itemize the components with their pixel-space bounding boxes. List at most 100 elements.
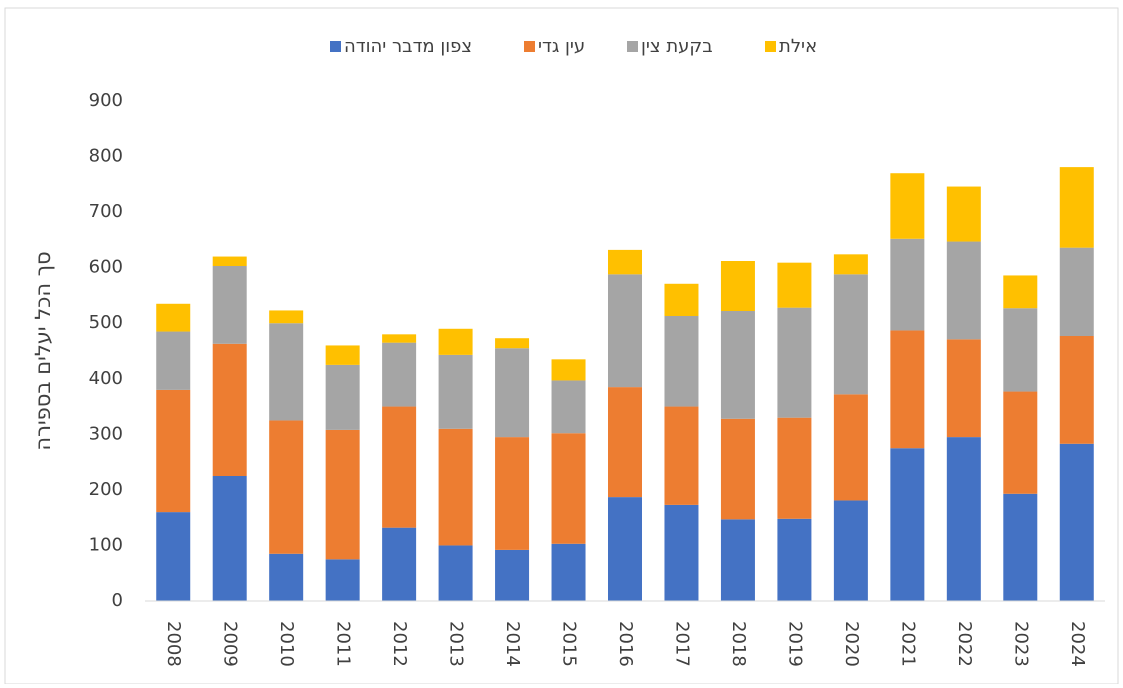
bar-segment [156,389,191,513]
bar-segment [1059,247,1094,336]
bar-segment [551,380,586,434]
bar-segment [382,406,417,528]
x-tick-label: 2011 [333,621,354,667]
bar-segment [664,316,699,407]
bar-segment [438,354,473,429]
bar-segment [551,543,586,601]
legend-label: עין גדי [538,36,585,57]
bar-segment [269,310,304,324]
bar-segment [777,262,812,308]
bar-segment [1003,308,1038,392]
y-tick-label: 300 [89,423,123,444]
x-tick-label: 2010 [276,621,297,667]
bar-segment [720,418,755,520]
bar-segment [608,387,642,498]
legend-label: אילת [779,36,817,57]
bar-segment [664,283,699,316]
bar-segment [325,429,360,560]
bar-segment [156,331,191,390]
bar-segment [269,553,304,601]
y-tick-label: 500 [89,312,123,333]
bar-segment [777,417,812,519]
x-tick-label: 2016 [615,621,636,667]
bar-segment [495,348,530,438]
x-tick-label: 2023 [1010,621,1031,667]
bar-segment [1059,336,1094,444]
bar-segment [212,343,247,476]
y-tick-label: 400 [89,368,123,389]
y-tick-label: 200 [89,479,123,500]
bar-segment [833,274,868,395]
bar-segment [156,512,191,601]
x-tick-label: 2018 [728,621,749,667]
bar-segment [212,256,247,266]
x-tick-label: 2021 [897,621,918,667]
bar-segment [720,261,755,311]
x-tick-label: 2015 [559,621,580,667]
x-tick-label: 2014 [502,621,523,667]
x-tick-label: 2017 [671,621,692,667]
bar-segment [325,364,360,430]
bar-segment [777,307,812,418]
bar-segment [777,518,812,601]
x-tick-label: 2020 [841,621,862,667]
y-tick-label: 700 [89,201,123,222]
bar-segment [833,394,868,501]
bar-segment [382,527,417,601]
bar-segment [608,274,642,388]
bar-segment [833,254,868,275]
bar-segment [438,545,473,601]
y-axis-label: סך הכל יעלים בספירה [31,251,55,450]
y-tick-label: 800 [89,146,123,167]
bar-segment [1059,167,1094,248]
bar-segment [325,559,360,601]
bar-segment [1003,493,1038,601]
bar-segment [833,500,868,601]
bar-segment [325,345,360,365]
bar-segment [608,249,642,275]
bar-segment [890,448,925,601]
bar-segment [269,420,304,554]
bar-segment [212,266,247,344]
bar-segment [551,359,586,381]
bar-segment [946,339,981,438]
bar-segment [1003,391,1038,494]
legend-swatch [765,41,776,52]
bar-segment [438,428,473,546]
bar-segment [720,519,755,601]
y-tick-label: 900 [89,90,123,111]
legend-label: בקעת צין [641,36,713,57]
y-tick-label: 600 [89,257,123,278]
bar-segment [890,238,925,331]
bar-segment [946,186,981,242]
x-tick-label: 2013 [446,621,467,667]
bar-segment [212,476,247,601]
bar-segment [551,433,586,544]
bar-segment [608,497,642,601]
legend-swatch [627,41,638,52]
bar-segment [890,173,925,239]
y-tick-label: 0 [112,590,123,611]
x-tick-label: 2009 [220,621,241,667]
bar-segment [495,549,530,601]
x-tick-label: 2012 [389,621,410,667]
bar-segment [890,330,925,449]
bar-segment [156,303,191,332]
bar-segment [382,334,417,343]
bar-segment [269,323,304,421]
x-tick-label: 2019 [784,621,805,667]
bar-segment [664,406,699,505]
legend-swatch [524,41,535,52]
x-tick-label: 2008 [163,621,184,667]
legend-label: צפון מדבר יהודה [344,36,472,57]
bar-segment [438,328,473,355]
y-tick-label: 100 [89,534,123,555]
bar-segment [1059,443,1094,601]
bar-segment [495,338,530,349]
legend-swatch [330,41,341,52]
bar-segment [720,311,755,419]
bar-segment [664,504,699,601]
x-tick-label: 2024 [1067,621,1088,667]
